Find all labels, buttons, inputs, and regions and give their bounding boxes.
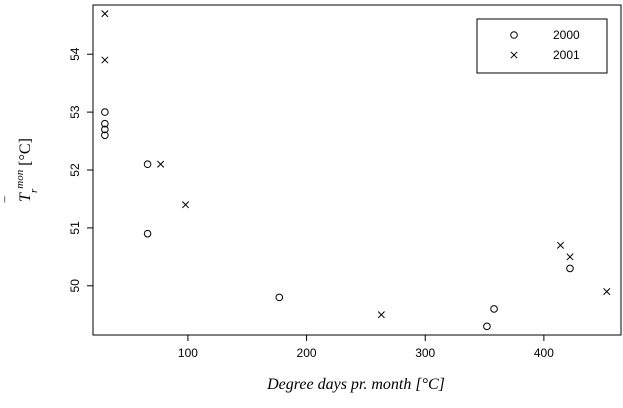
point-2001 (603, 288, 611, 296)
point-2000 (490, 305, 498, 313)
point-2000 (566, 264, 574, 273)
x-tick-label: 400 (534, 346, 554, 360)
y-axis-title-base: T (17, 192, 34, 202)
y-axis-title: Trmon [°C] ‾ (3, 138, 40, 203)
x-axis-title: Degree days pr. month [°C] (266, 376, 445, 393)
point-2000 (101, 131, 109, 140)
legend-label-2000: 2000 (553, 28, 580, 42)
legend: 2000 2001 (476, 18, 608, 74)
point-2001 (566, 253, 574, 261)
y-tick-label: 50 (68, 279, 82, 293)
y-tick-label: 52 (68, 163, 82, 177)
data-points (101, 10, 611, 331)
point-2001 (101, 56, 109, 64)
y-tick-label: 53 (68, 105, 82, 119)
y-axis-title-subscript: r (28, 188, 40, 193)
legend-label-2001: 2001 (553, 48, 580, 62)
legend-marker-2001 (510, 51, 518, 59)
y-axis: 50 51 52 53 54 (68, 47, 93, 292)
point-2001 (556, 241, 565, 249)
point-2000 (143, 229, 152, 238)
point-2000 (101, 108, 109, 116)
y-tick-label: 54 (68, 47, 82, 61)
point-2001 (157, 160, 165, 168)
y-axis-title-bar: ‾ (3, 196, 21, 203)
point-2000 (143, 160, 152, 169)
x-tick-label: 100 (178, 346, 198, 360)
y-axis-title-superscript: mon (14, 169, 26, 188)
y-tick-label: 51 (68, 221, 82, 235)
legend-box (476, 18, 608, 74)
point-2000 (101, 119, 109, 128)
y-axis-title-unit: [°C] (17, 138, 34, 170)
point-2001 (101, 10, 109, 18)
point-2000 (483, 322, 491, 331)
x-tick-label: 300 (415, 346, 435, 360)
point-2000 (275, 293, 284, 302)
point-2000 (101, 125, 109, 134)
x-axis: 100 200 300 400 (178, 335, 554, 360)
point-2001 (181, 201, 190, 209)
point-2001 (377, 311, 385, 319)
legend-marker-2000 (510, 31, 518, 39)
x-tick-label: 200 (297, 346, 317, 360)
svg-text:Trmon [°C]: Trmon [°C] (14, 138, 40, 202)
